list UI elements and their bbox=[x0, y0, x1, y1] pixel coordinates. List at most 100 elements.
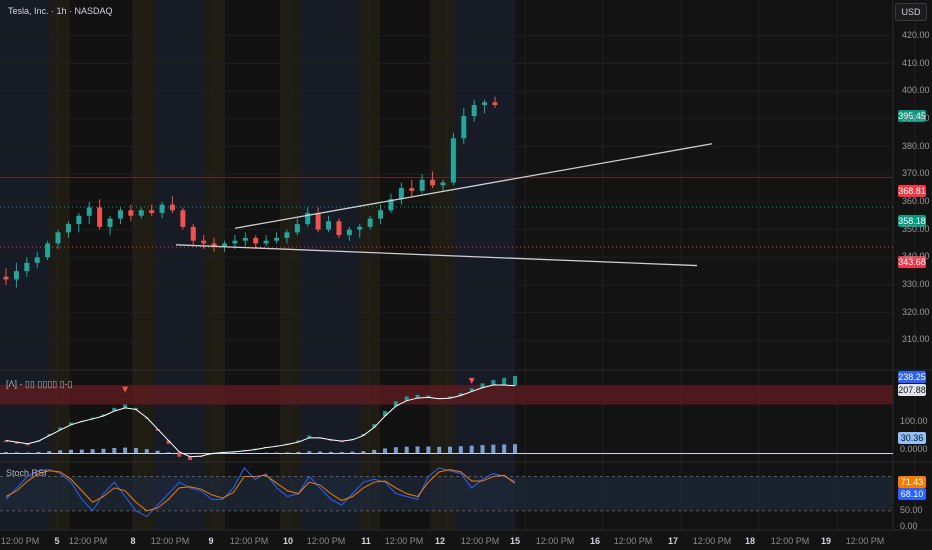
session-band bbox=[225, 0, 280, 530]
candle bbox=[76, 215, 82, 225]
stoch-d-tag: 68.10 bbox=[898, 488, 926, 500]
price-tick: 340.00 bbox=[902, 251, 930, 262]
momentum-candle bbox=[415, 394, 420, 399]
sell-marker bbox=[468, 377, 475, 384]
stoch-k-tag: 71.43 bbox=[898, 476, 926, 488]
candle bbox=[86, 207, 92, 216]
trend-line-lower bbox=[175, 244, 698, 267]
indicator1-tag-top: 238.25 bbox=[898, 371, 926, 383]
histogram-bar bbox=[307, 451, 312, 454]
momentum-candle bbox=[47, 433, 52, 436]
time-tick: 12:00 PM bbox=[613, 536, 653, 546]
candle bbox=[450, 138, 456, 183]
currency-button[interactable]: USD bbox=[895, 3, 927, 21]
momentum-candle bbox=[513, 375, 517, 386]
histogram-bar bbox=[404, 446, 409, 454]
histogram-bar bbox=[144, 449, 149, 454]
histogram-bar bbox=[339, 452, 344, 454]
trend-line-upper bbox=[234, 143, 713, 229]
momentum-candle bbox=[123, 404, 128, 408]
histogram-bar bbox=[101, 448, 106, 454]
momentum-candle bbox=[404, 396, 409, 401]
price-tick: 380.00 bbox=[902, 140, 930, 151]
time-tick: 12:00 PM bbox=[460, 536, 500, 546]
sell-marker bbox=[122, 386, 129, 393]
symbol-title: Tesla, Inc. · 1h · NASDAQ bbox=[8, 6, 113, 16]
candle bbox=[97, 207, 103, 227]
indicator1-label[interactable]: [Λ] - ▯▯ ▯▯▯▯ ▯-▯ bbox=[6, 379, 73, 389]
candle bbox=[471, 105, 477, 117]
stoch-band bbox=[0, 476, 893, 511]
histogram-bar bbox=[90, 449, 95, 454]
time-tick: 18 bbox=[744, 536, 756, 546]
indicator1-tag-low: 30.36 bbox=[898, 432, 926, 444]
histogram-bar bbox=[328, 451, 333, 454]
momentum-candle bbox=[166, 440, 171, 444]
candle bbox=[430, 179, 436, 186]
momentum-candle bbox=[296, 440, 301, 443]
candle bbox=[180, 210, 186, 227]
histogram-bar bbox=[25, 452, 30, 454]
momentum-candle bbox=[307, 435, 312, 438]
candle bbox=[409, 188, 415, 191]
candle bbox=[492, 102, 498, 106]
time-tick: 12:00 PM bbox=[229, 536, 269, 546]
support-price-tag: 343.68 bbox=[898, 256, 926, 268]
candle bbox=[253, 237, 259, 244]
histogram-bar bbox=[361, 451, 366, 454]
histogram-bar bbox=[58, 450, 63, 454]
session-band bbox=[280, 0, 300, 530]
candle bbox=[211, 243, 217, 247]
histogram-bar bbox=[253, 452, 258, 454]
candle bbox=[398, 188, 404, 200]
price-tick: 360.00 bbox=[902, 195, 930, 206]
candle bbox=[128, 210, 134, 216]
histogram-bar bbox=[393, 447, 398, 454]
stoch-tick-50: 50.00 bbox=[900, 505, 923, 515]
session-band bbox=[360, 0, 380, 530]
session-band bbox=[70, 0, 132, 530]
histogram-bar bbox=[318, 451, 323, 454]
candle bbox=[357, 226, 363, 230]
momentum-candle bbox=[14, 442, 19, 444]
candle bbox=[34, 257, 40, 263]
indicator2-label[interactable]: Stoch RSI bbox=[6, 468, 47, 478]
histogram-bar bbox=[372, 449, 377, 454]
candle bbox=[242, 237, 248, 241]
momentum-candle bbox=[448, 396, 453, 399]
candle bbox=[378, 210, 384, 219]
signal-line bbox=[5, 384, 516, 458]
indicator1-tick-100: 100.00 bbox=[900, 416, 928, 426]
momentum-candle bbox=[4, 440, 8, 443]
time-tick: 12:00 PM bbox=[384, 536, 424, 546]
histogram-bar bbox=[437, 446, 442, 454]
momentum-candle bbox=[383, 411, 388, 416]
candle bbox=[13, 271, 19, 280]
histogram-bar bbox=[350, 451, 355, 454]
session-band bbox=[300, 0, 360, 530]
candle bbox=[221, 243, 227, 247]
momentum-candle bbox=[112, 407, 117, 412]
histogram-bar bbox=[426, 446, 431, 454]
indicator1-tick-0: 0.0000 bbox=[900, 444, 928, 454]
momentum-candle bbox=[188, 456, 193, 460]
histogram-bar bbox=[155, 450, 160, 454]
momentum-candle bbox=[372, 424, 377, 428]
momentum-candle bbox=[58, 427, 63, 431]
candle bbox=[482, 102, 488, 106]
candle bbox=[367, 218, 373, 227]
histogram-bar bbox=[491, 444, 496, 454]
momentum-candle bbox=[458, 393, 463, 396]
last-price-tag: 395.45 bbox=[898, 110, 926, 122]
histogram-bar bbox=[469, 445, 474, 454]
time-tick: 11 bbox=[361, 536, 371, 546]
candle bbox=[45, 243, 51, 258]
momentum-candle bbox=[68, 422, 73, 425]
stoch-tick-0: 0.00 bbox=[900, 521, 918, 531]
candle bbox=[419, 179, 425, 191]
price-tick: 320.00 bbox=[902, 306, 930, 317]
time-tick: 12:00 PM bbox=[306, 536, 346, 546]
overbought-zone bbox=[0, 385, 893, 405]
